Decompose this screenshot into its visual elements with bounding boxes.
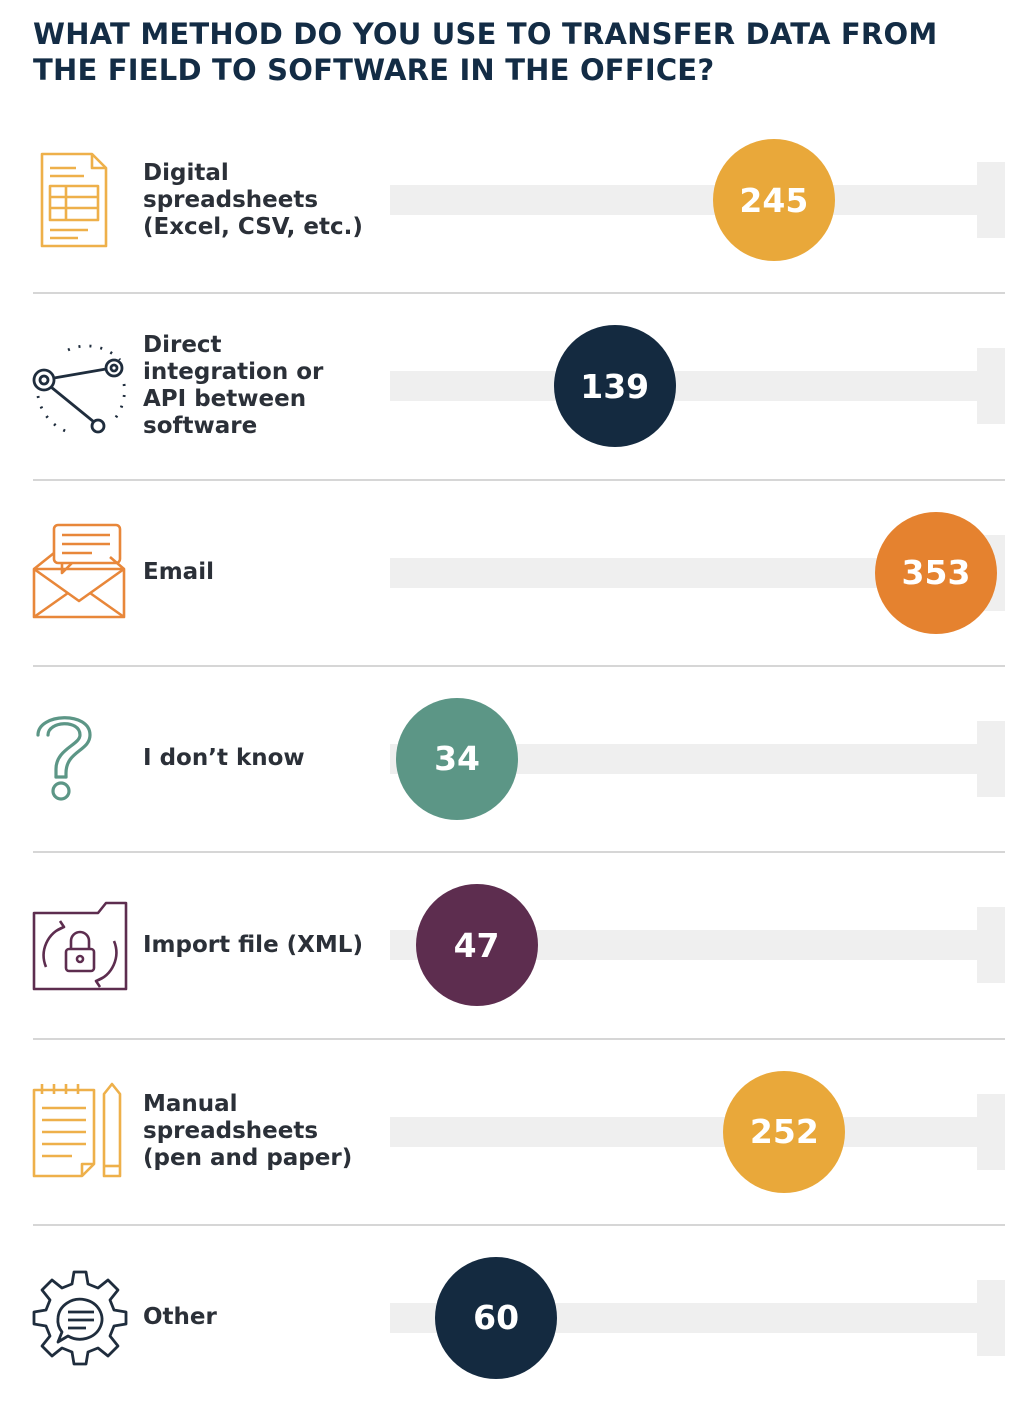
chart-row: Digital spreadsheets (Excel, CSV, etc.) 2…: [0, 107, 1024, 293]
spreadsheet-icon: [28, 148, 132, 252]
notepad-pencil-icon: [28, 1080, 132, 1184]
category-label: Email: [143, 559, 214, 586]
bar-track: [390, 185, 990, 215]
value-bubble: 139: [553, 325, 676, 448]
category-label: I don’t know: [143, 745, 305, 772]
bar-track: [390, 1116, 990, 1147]
chart-title: WHAT METHOD DO YOU USE TO TRANSFER DATA …: [33, 17, 938, 87]
value-bubble: 34: [396, 697, 519, 820]
gear-chat-icon: [28, 1266, 132, 1370]
bar-track-cap: [977, 907, 1005, 984]
value-bubble: 252: [723, 1070, 846, 1193]
category-label: Direct integration or API between softwa…: [143, 332, 324, 440]
row-divider: [33, 1223, 1005, 1226]
row-divider: [33, 1037, 1005, 1040]
bar-track: [390, 371, 990, 402]
value-bubble: 353: [875, 511, 997, 634]
category-label: Manual spreadsheets (pen and paper): [143, 1091, 353, 1171]
bar-track-cap: [977, 162, 1005, 238]
email-icon: [28, 521, 132, 625]
row-divider: [33, 664, 1005, 667]
bar-track-cap: [977, 1279, 1005, 1356]
value-bubble: 60: [435, 1256, 558, 1379]
chart-row: Direct integration or API between softwa…: [0, 293, 1024, 479]
api-network-icon: [28, 334, 132, 438]
bar-track-cap: [977, 1093, 1005, 1170]
question-mark-icon: [28, 707, 132, 811]
chart-row: Manual spreadsheets (pen and paper) 252: [0, 1039, 1024, 1225]
bar-track-cap: [977, 720, 1005, 797]
chart-row: Import file (XML) 47: [0, 852, 1024, 1038]
bar-track-cap: [977, 348, 1005, 425]
row-divider: [33, 292, 1005, 295]
category-label: Import file (XML): [143, 931, 363, 958]
row-divider: [33, 478, 1005, 481]
value-bubble: 245: [712, 139, 835, 261]
chart-row: Other 60: [0, 1225, 1024, 1411]
row-divider: [33, 851, 1005, 854]
category-label: Other: [143, 1304, 217, 1331]
category-label: Digital spreadsheets (Excel, CSV, etc.): [143, 159, 363, 240]
chart-row: Email 353: [0, 480, 1024, 666]
value-bubble: 47: [415, 884, 538, 1007]
chart-row: I don’t know 34: [0, 666, 1024, 852]
import-file-lock-icon: [28, 893, 132, 997]
